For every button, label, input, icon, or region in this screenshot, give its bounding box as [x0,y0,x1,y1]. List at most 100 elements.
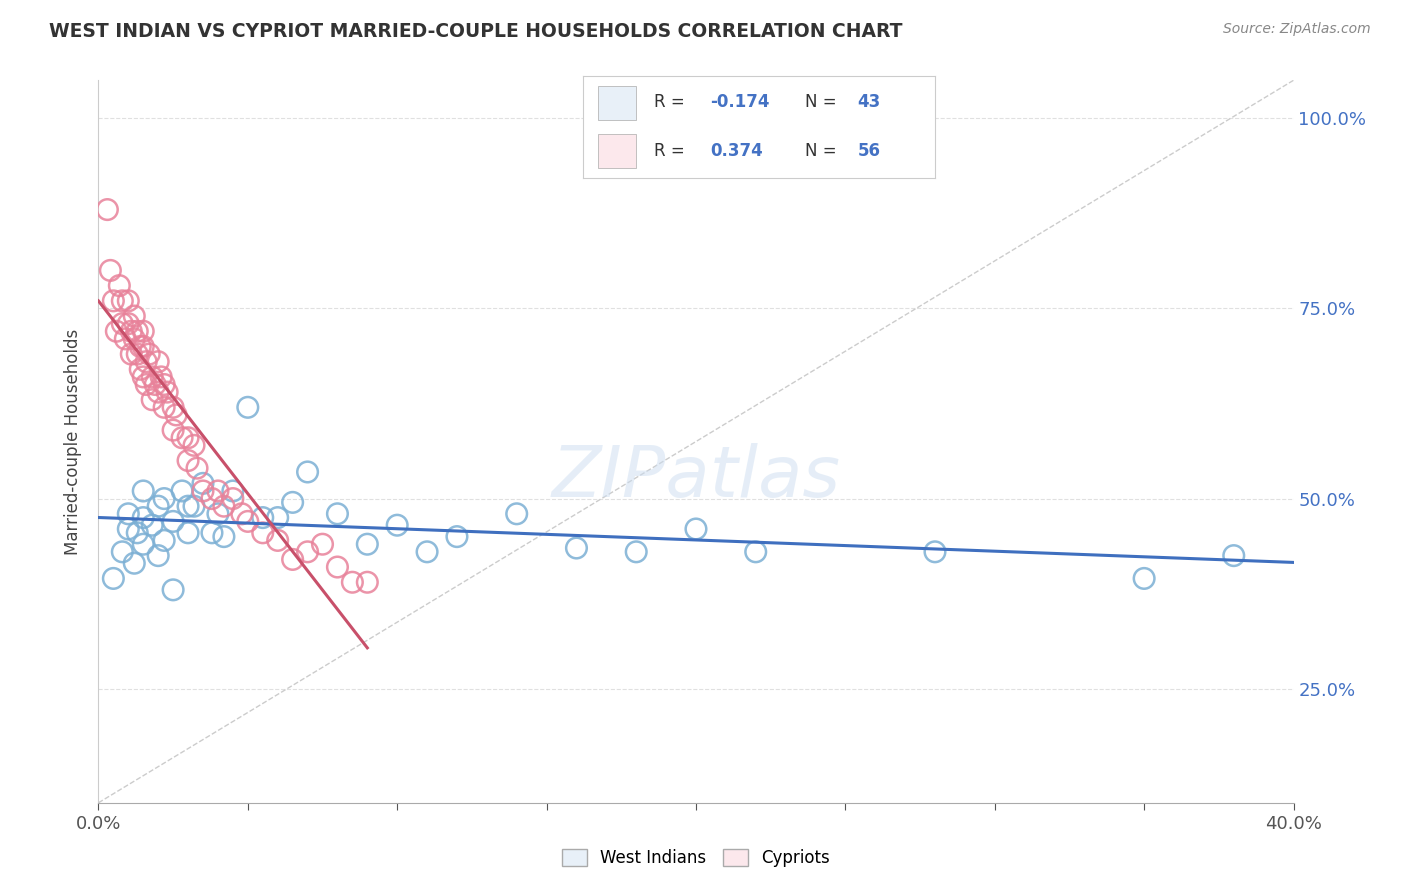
Point [156,385,179,400]
Point [162,423,184,437]
Point [183,438,205,452]
Point [165,408,187,422]
Point [326,560,349,574]
Point [342,575,364,590]
Point [141,392,163,407]
Point [132,510,155,524]
Point [177,431,200,445]
Point [124,309,146,323]
Text: 56: 56 [858,142,880,160]
Point [222,491,245,506]
Point [162,401,184,415]
Point [267,533,290,548]
Point [148,354,170,368]
Point [103,293,125,308]
Point [172,431,194,445]
Point [153,401,176,415]
Point [111,293,134,308]
FancyBboxPatch shape [598,87,637,120]
Point [135,377,157,392]
Text: ZIPatlas: ZIPatlas [551,443,841,512]
Point [191,476,214,491]
Point [311,537,333,551]
Point [127,525,149,540]
Point [183,499,205,513]
Point [416,545,439,559]
Point [132,324,155,338]
Legend: West Indians, Cypriots: West Indians, Cypriots [555,842,837,874]
Point [267,510,290,524]
Point [1223,549,1246,563]
Point [565,541,588,555]
Point [212,530,235,544]
Point [120,324,142,338]
Point [356,537,378,551]
Point [297,465,319,479]
Point [153,377,176,392]
Point [127,324,149,338]
Point [162,582,184,597]
Point [150,370,173,384]
Point [236,401,259,415]
Text: R =: R = [654,94,690,112]
Point [252,510,274,524]
Point [207,483,229,498]
Point [297,545,319,559]
Text: N =: N = [804,142,842,160]
Point [117,507,139,521]
Text: WEST INDIAN VS CYPRIOT MARRIED-COUPLE HOUSEHOLDS CORRELATION CHART: WEST INDIAN VS CYPRIOT MARRIED-COUPLE HO… [49,22,903,41]
Point [141,518,163,533]
Point [108,278,131,293]
Point [114,332,136,346]
Point [177,525,200,540]
Point [177,499,200,513]
Point [132,370,155,384]
Point [177,453,200,467]
Point [745,545,768,559]
Text: 0.374: 0.374 [710,142,763,160]
Point [506,507,529,521]
Point [1133,571,1156,585]
Point [446,530,468,544]
Point [132,537,155,551]
Point [153,533,176,548]
Point [281,552,304,566]
Point [135,354,157,368]
Point [172,483,194,498]
Text: -0.174: -0.174 [710,94,769,112]
Point [626,545,648,559]
Point [148,549,170,563]
Point [148,385,170,400]
Point [148,499,170,513]
Point [103,571,125,585]
Text: R =: R = [654,142,690,160]
Point [117,317,139,331]
Point [201,525,224,540]
Point [111,317,134,331]
Point [162,515,184,529]
Point [111,545,134,559]
Point [236,515,259,529]
Point [129,339,152,353]
Point [385,518,409,533]
Point [212,499,235,513]
Point [191,483,214,498]
FancyBboxPatch shape [598,135,637,168]
Point [201,491,224,506]
Point [231,507,253,521]
Y-axis label: Married-couple Households: Married-couple Households [65,328,83,555]
Point [124,332,146,346]
Point [132,483,155,498]
Point [129,362,152,376]
Point [252,525,274,540]
Point [207,507,229,521]
Point [120,347,142,361]
Point [124,556,146,570]
Point [138,347,160,361]
Point [98,263,122,277]
Point [117,522,139,536]
Point [117,293,139,308]
Text: 43: 43 [858,94,882,112]
Point [222,483,245,498]
Point [281,495,304,509]
